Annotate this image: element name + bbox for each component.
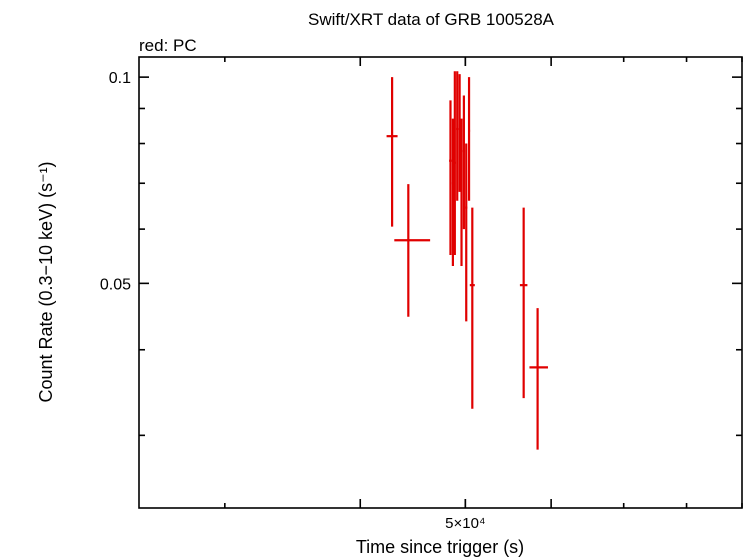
chart-title: Swift/XRT data of GRB 100528A xyxy=(308,10,555,29)
data-point xyxy=(460,118,463,267)
data-point xyxy=(458,74,461,192)
data-point xyxy=(529,308,548,450)
chart-subtitle: red: PC xyxy=(139,36,197,55)
data-point xyxy=(453,71,456,256)
data-point xyxy=(386,77,398,227)
data-point xyxy=(467,77,471,201)
data-point xyxy=(456,71,459,201)
y-tick-label: 0.1 xyxy=(109,70,131,87)
data-point xyxy=(469,207,475,409)
y-tick-label: 0.05 xyxy=(100,276,131,293)
plot-frame xyxy=(138,56,743,509)
data-series-pc xyxy=(386,71,548,450)
data-point xyxy=(519,207,528,399)
data-point xyxy=(462,95,465,230)
y-axis-label: Count Rate (0.3−10 keV) (s⁻¹) xyxy=(36,161,56,402)
axis-ticks xyxy=(139,57,743,508)
tick-labels: 5×10⁴ 0.1 0.05 xyxy=(100,70,486,532)
data-point xyxy=(465,143,468,322)
data-point xyxy=(449,100,452,256)
x-tick-label: 5×10⁴ xyxy=(445,515,485,532)
x-axis-label: Time since trigger (s) xyxy=(356,537,524,557)
data-point xyxy=(394,184,431,317)
data-point xyxy=(451,118,454,267)
